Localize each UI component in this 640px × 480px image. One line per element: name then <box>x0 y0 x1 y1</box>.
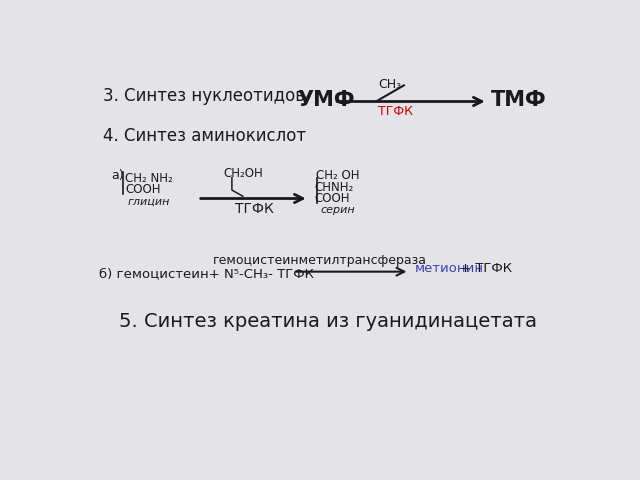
Text: COOH: COOH <box>314 192 349 205</box>
Text: метионин: метионин <box>415 262 484 275</box>
Text: COOH: COOH <box>125 183 161 196</box>
Text: CH₃: CH₃ <box>378 78 401 91</box>
Text: 5. Синтез креатина из гуанидинацетата: 5. Синтез креатина из гуанидинацетата <box>119 312 537 331</box>
Text: а): а) <box>111 169 124 182</box>
Text: CH₂ OH: CH₂ OH <box>316 169 360 182</box>
Text: CH₂OH: CH₂OH <box>223 167 263 180</box>
Text: глицин: глицин <box>128 196 170 206</box>
Text: гемоцистеинметилтрансфераза: гемоцистеинметилтрансфераза <box>213 254 428 267</box>
Text: ТГФК: ТГФК <box>378 105 413 119</box>
Text: б) гемоцистеин+ N⁵-CH₃- ТГФК: б) гемоцистеин+ N⁵-CH₃- ТГФК <box>99 267 314 280</box>
Text: ТГФК: ТГФК <box>235 203 274 216</box>
Text: 3. Синтез нуклеотидов: 3. Синтез нуклеотидов <box>103 87 305 105</box>
Text: 4. Синтез аминокислот: 4. Синтез аминокислот <box>103 127 307 145</box>
Text: + ТГФК: + ТГФК <box>460 262 512 275</box>
Text: УМФ: УМФ <box>297 90 355 110</box>
Text: CH₂ NH₂: CH₂ NH₂ <box>125 171 173 185</box>
Text: CHNH₂: CHNH₂ <box>314 181 353 194</box>
Text: ТМФ: ТМФ <box>491 90 547 110</box>
Text: серин: серин <box>320 205 355 216</box>
